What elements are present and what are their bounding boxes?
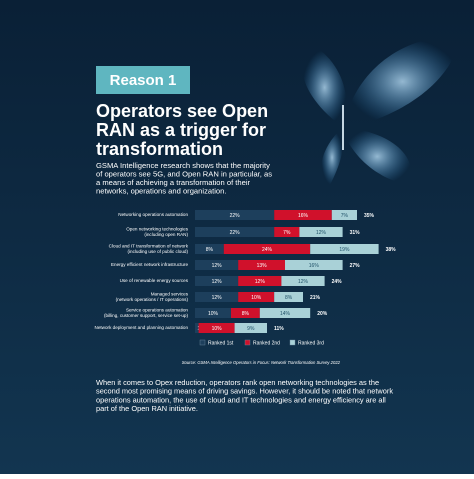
category-label: Service operations automation bbox=[126, 307, 188, 312]
bar-segment bbox=[238, 260, 285, 270]
bar-segment bbox=[238, 276, 282, 286]
total-label: 21% bbox=[310, 295, 321, 301]
value-label: 12% bbox=[212, 279, 223, 285]
bar-segment bbox=[274, 210, 332, 220]
butterfly-wing bbox=[345, 38, 460, 125]
title: transformation bbox=[96, 139, 223, 159]
intro-text: a means of achieving a transformation of… bbox=[96, 178, 251, 187]
value-label: 8% bbox=[285, 295, 293, 301]
value-label: 16% bbox=[298, 213, 309, 219]
total-label: 27% bbox=[350, 263, 361, 269]
butterfly-wing bbox=[302, 50, 347, 125]
total-label: 31% bbox=[350, 230, 361, 236]
bar-segment bbox=[299, 227, 343, 237]
value-label: 7% bbox=[341, 213, 349, 219]
total-label: 24% bbox=[332, 279, 343, 285]
total-label: 11% bbox=[274, 326, 284, 332]
outro-text: part of the Open RAN initiative. bbox=[96, 404, 198, 413]
intro-text: of operators see 5G, and Open RAN in par… bbox=[96, 170, 272, 179]
value-label: 9% bbox=[247, 326, 255, 332]
value-label: 19% bbox=[339, 247, 350, 253]
category-label: (including use of public cloud) bbox=[127, 249, 188, 254]
legend-label: Ranked 2nd bbox=[253, 340, 280, 346]
category-label: Use of renewable energy sources bbox=[120, 278, 189, 283]
bar-segment bbox=[285, 260, 343, 270]
value-label: 7% bbox=[283, 230, 291, 236]
title: Operators see Open bbox=[96, 101, 268, 121]
bar-segment bbox=[310, 244, 379, 254]
bar-segment bbox=[331, 210, 357, 220]
outro-text: operations automation, the use of cloud … bbox=[96, 395, 386, 404]
total-label: 35% bbox=[364, 213, 375, 219]
legend-label: Ranked 1st bbox=[208, 340, 234, 346]
value-label: 10% bbox=[251, 295, 262, 301]
value-label: 10% bbox=[212, 326, 223, 332]
value-label: 12% bbox=[298, 279, 309, 285]
butterfly-wing bbox=[321, 130, 343, 185]
bar-segment bbox=[234, 323, 267, 333]
value-label: 8% bbox=[242, 311, 250, 317]
bar-segment bbox=[198, 323, 235, 333]
bar-segment bbox=[281, 276, 325, 286]
value-label: 24% bbox=[262, 247, 273, 253]
bar-segment bbox=[274, 292, 303, 302]
badge: Reason 1 bbox=[110, 72, 177, 89]
value-label: 12% bbox=[255, 279, 266, 285]
bar-segment bbox=[223, 244, 311, 254]
bar-segment bbox=[195, 210, 275, 220]
category-label: (including open RAN) bbox=[144, 232, 188, 237]
intro-text: GSMA Intelligence research shows that th… bbox=[96, 161, 270, 170]
outro-text: second most promising means of driving s… bbox=[96, 387, 393, 396]
value-label: 12% bbox=[212, 295, 223, 301]
bar-segment bbox=[195, 244, 224, 254]
total-label: 20% bbox=[317, 311, 328, 317]
bar-segment bbox=[195, 292, 239, 302]
value-label: 13% bbox=[257, 263, 268, 269]
legend-swatch bbox=[244, 339, 251, 346]
legend-swatch bbox=[199, 339, 206, 346]
value-label: 8% bbox=[206, 247, 214, 253]
value-label: 22% bbox=[230, 230, 241, 236]
category-label: Managed services bbox=[151, 291, 189, 296]
value-label: 12% bbox=[212, 263, 223, 269]
legend-swatch bbox=[289, 339, 296, 346]
category-label: Cloud and IT transformation of network bbox=[109, 243, 189, 248]
value-label: 22% bbox=[230, 213, 241, 219]
title: RAN as a trigger for bbox=[96, 120, 266, 140]
bar-segment bbox=[238, 292, 275, 302]
bar-segment bbox=[195, 260, 239, 270]
bar-segment bbox=[259, 308, 311, 318]
butterfly-illustration bbox=[302, 38, 460, 185]
category-label: (billing, customer support, service set-… bbox=[104, 313, 188, 318]
value-label: 16% bbox=[309, 263, 320, 269]
source: Source: GSMA Intelligence Operators in F… bbox=[182, 360, 341, 365]
bar-segment bbox=[195, 227, 275, 237]
category-label: Energy efficient network infrastructure bbox=[111, 262, 188, 267]
bar-segment bbox=[195, 323, 199, 333]
legend-label: Ranked 3rd bbox=[298, 340, 324, 346]
intro-text: networks, operations and organization. bbox=[96, 187, 226, 196]
bar-segment bbox=[231, 308, 260, 318]
outro-text: When it comes to Opex reduction, operato… bbox=[96, 378, 379, 387]
value-label: 12% bbox=[316, 230, 327, 236]
value-label: 10% bbox=[208, 311, 219, 317]
value-label: 14% bbox=[280, 311, 291, 317]
bar-segment bbox=[195, 276, 239, 286]
total-label: 38% bbox=[386, 247, 397, 253]
category-label: Network deployment and planning automati… bbox=[95, 325, 189, 330]
bar-segment bbox=[195, 308, 231, 318]
badge-box bbox=[96, 66, 190, 94]
category-label: (network operations / IT operations) bbox=[116, 297, 189, 302]
category-label: Open networking technologies bbox=[126, 226, 189, 231]
bar-segment bbox=[274, 227, 300, 237]
category-label: Networking operations automation bbox=[118, 212, 188, 217]
butterfly-wing bbox=[343, 128, 412, 185]
